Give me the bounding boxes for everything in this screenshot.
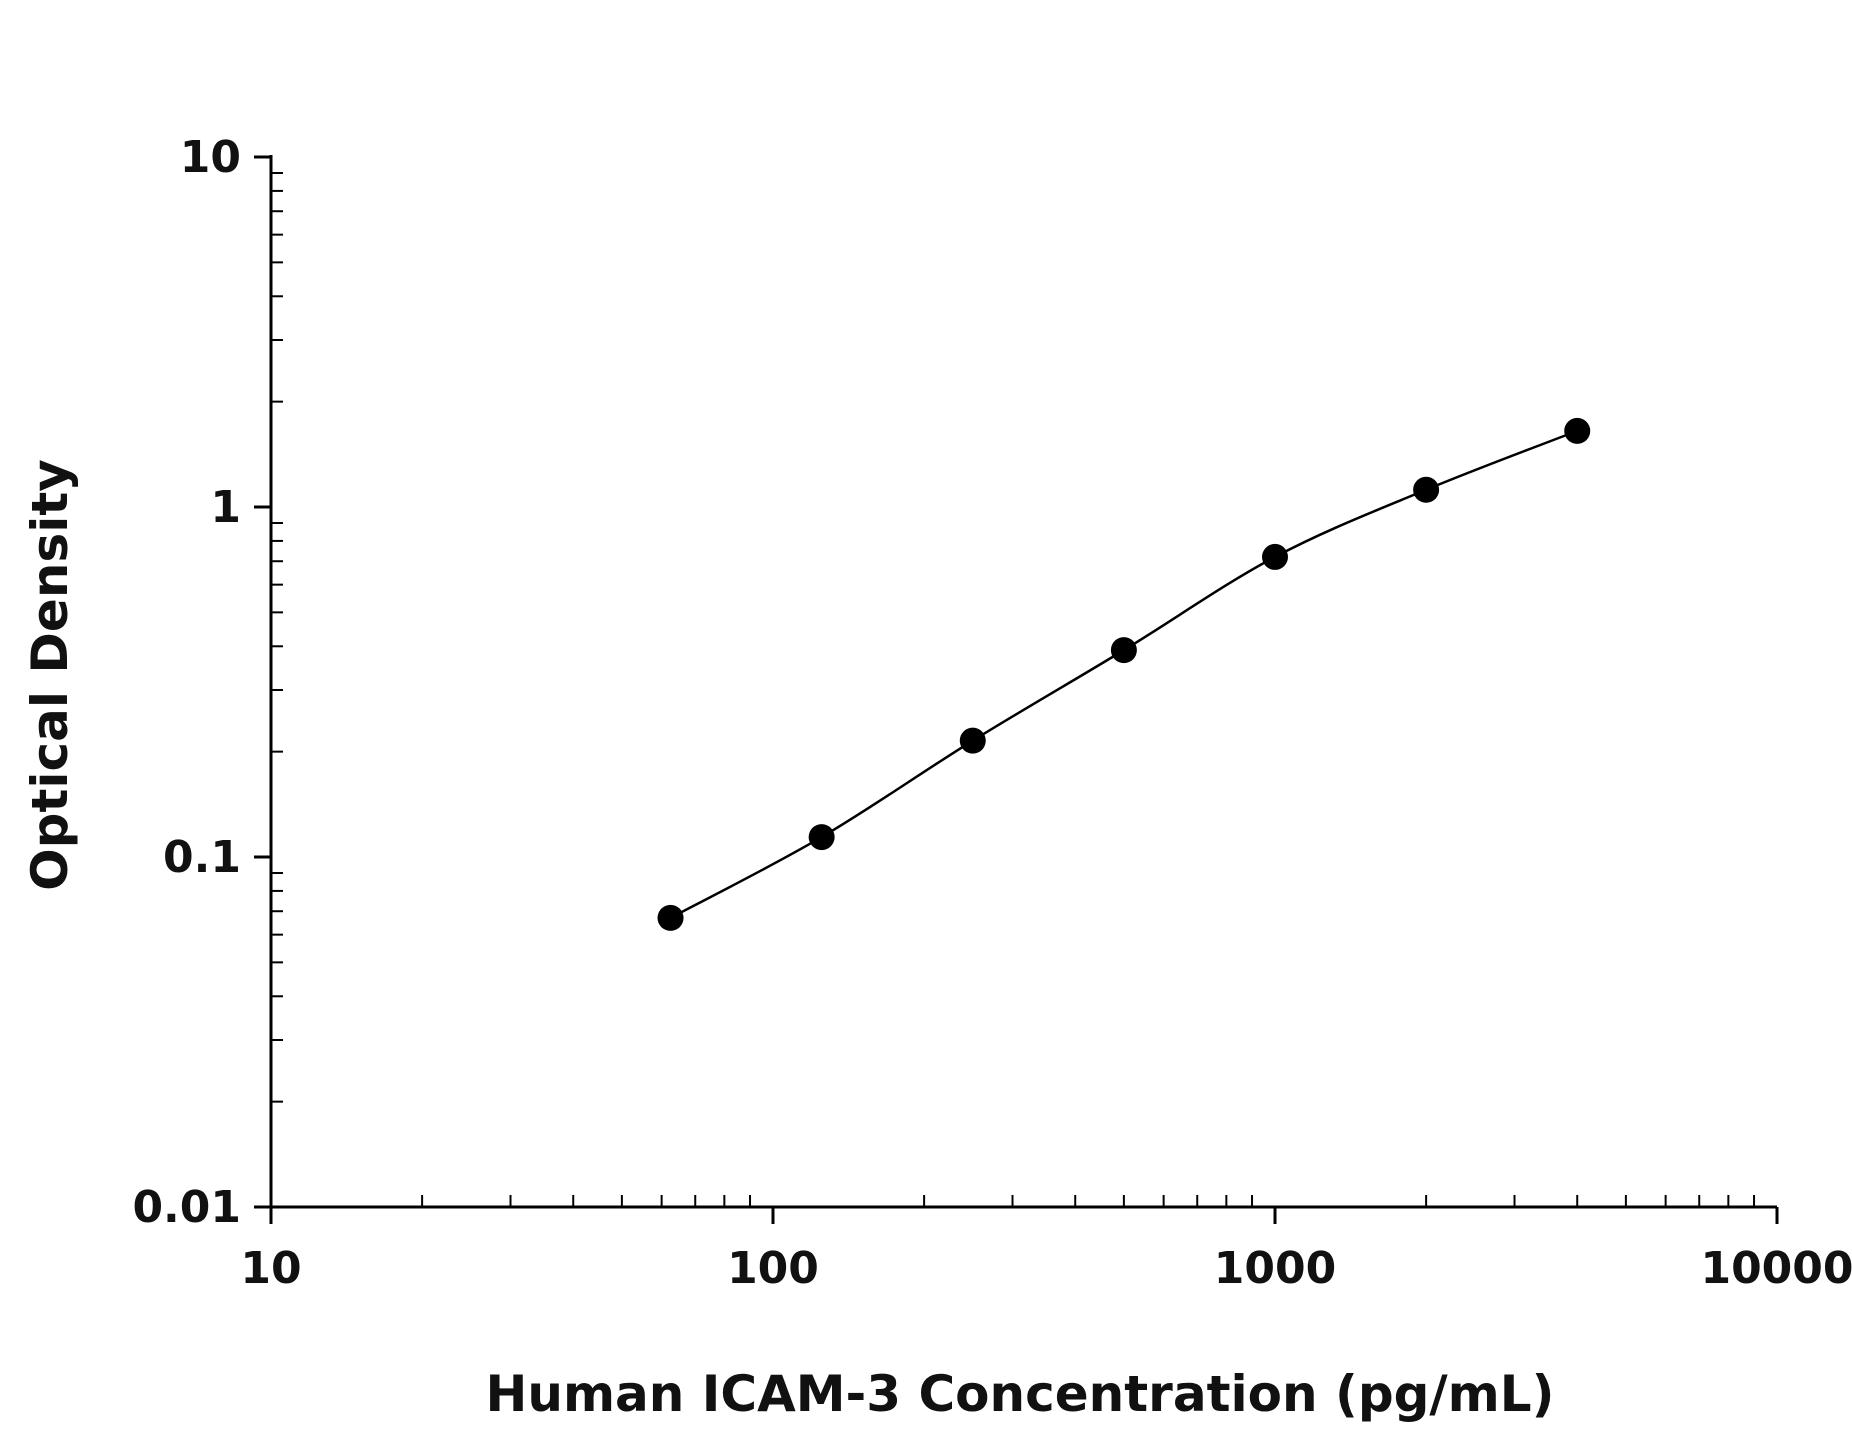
minor-ticks: [271, 172, 1756, 1207]
data-points: [657, 417, 1591, 931]
data-point: [808, 824, 835, 851]
x-tick-label: 10000: [1700, 1243, 1852, 1294]
tick-labels: 0.01 0.1 1 10 10 100 1000 10000: [132, 132, 1852, 1294]
x-tick-label: 100: [727, 1243, 819, 1294]
data-point: [1110, 637, 1137, 664]
y-axis-title: Optical Density: [21, 459, 79, 891]
y-tick-label: 0.01: [132, 1182, 241, 1233]
y-tick-label: 10: [180, 132, 241, 183]
y-tick-label: 1: [210, 482, 241, 533]
data-point: [1564, 417, 1591, 444]
data-point: [1413, 476, 1440, 503]
data-point: [657, 904, 684, 931]
x-tick-label: 10: [240, 1243, 301, 1294]
x-axis-title: Human ICAM-3 Concentration (pg/mL): [486, 1365, 1555, 1423]
fit-curve: [669, 429, 1578, 919]
fit-curve-line: [669, 429, 1578, 919]
major-ticks: [254, 155, 1779, 1224]
axes: [269, 155, 1777, 1209]
x-tick-label: 1000: [1214, 1243, 1336, 1294]
data-point: [959, 727, 986, 754]
data-point: [1262, 543, 1288, 570]
y-tick-label: 0.1: [163, 832, 241, 883]
